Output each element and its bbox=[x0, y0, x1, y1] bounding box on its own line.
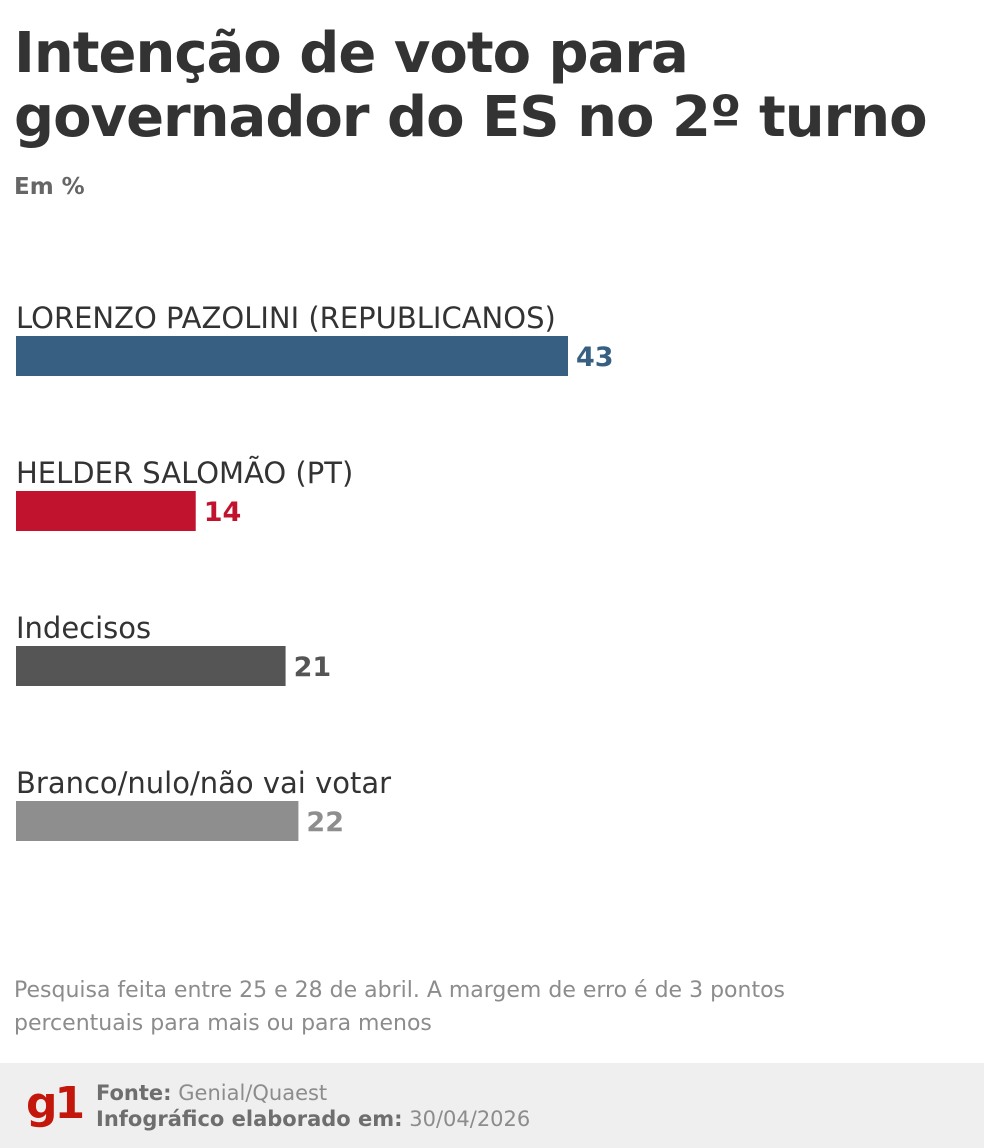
bar-label-helder-salomao-pt: HELDER SALOMÃO (PT) bbox=[16, 456, 353, 490]
g1-logo: g1 bbox=[26, 1078, 85, 1129]
bar-value-helder-salomao-pt: 14 bbox=[204, 497, 242, 528]
bar-label-lorenzo-pazolini-republicanos: LORENZO PAZOLINI (REPUBLICANOS) bbox=[16, 301, 556, 335]
source-line: Fonte: Genial/Quaest bbox=[96, 1080, 530, 1106]
bar-value-branco-nulo-nao-vai-votar: 22 bbox=[306, 807, 344, 838]
made-line: Infográfico elaborado em: 30/04/2026 bbox=[96, 1106, 530, 1132]
chart-unit: Em % bbox=[14, 174, 85, 200]
survey-note: Pesquisa feita entre 25 e 28 de abril. A… bbox=[14, 978, 785, 1036]
bar-helder-salomao-pt bbox=[16, 491, 196, 531]
bar-branco-nulo-nao-vai-votar bbox=[16, 801, 299, 841]
source-value: Genial/Quaest bbox=[178, 1081, 328, 1105]
bar-value-lorenzo-pazolini-republicanos: 43 bbox=[576, 342, 614, 373]
source-label: Fonte: bbox=[96, 1081, 172, 1105]
bar-indecisos bbox=[16, 646, 286, 686]
chart-title: Intenção de voto para governador do ES n… bbox=[14, 21, 928, 150]
bar-label-branco-nulo-nao-vai-votar: Branco/nulo/não vai votar bbox=[16, 766, 391, 800]
bar-value-indecisos: 21 bbox=[294, 652, 332, 683]
bar-chart: LORENZO PAZOLINI (REPUBLICANOS) 43 HELDER … bbox=[16, 301, 614, 841]
bar-lorenzo-pazolini-republicanos bbox=[16, 336, 568, 376]
bar-label-indecisos: Indecisos bbox=[16, 611, 151, 645]
made-value: 30/04/2026 bbox=[409, 1107, 531, 1131]
made-label: Infográfico elaborado em: bbox=[96, 1107, 403, 1131]
footer: g1 Fonte: Genial/Quaest Infográfico elab… bbox=[0, 1063, 984, 1148]
footer-credits: Fonte: Genial/Quaest Infográfico elabora… bbox=[96, 1080, 530, 1132]
